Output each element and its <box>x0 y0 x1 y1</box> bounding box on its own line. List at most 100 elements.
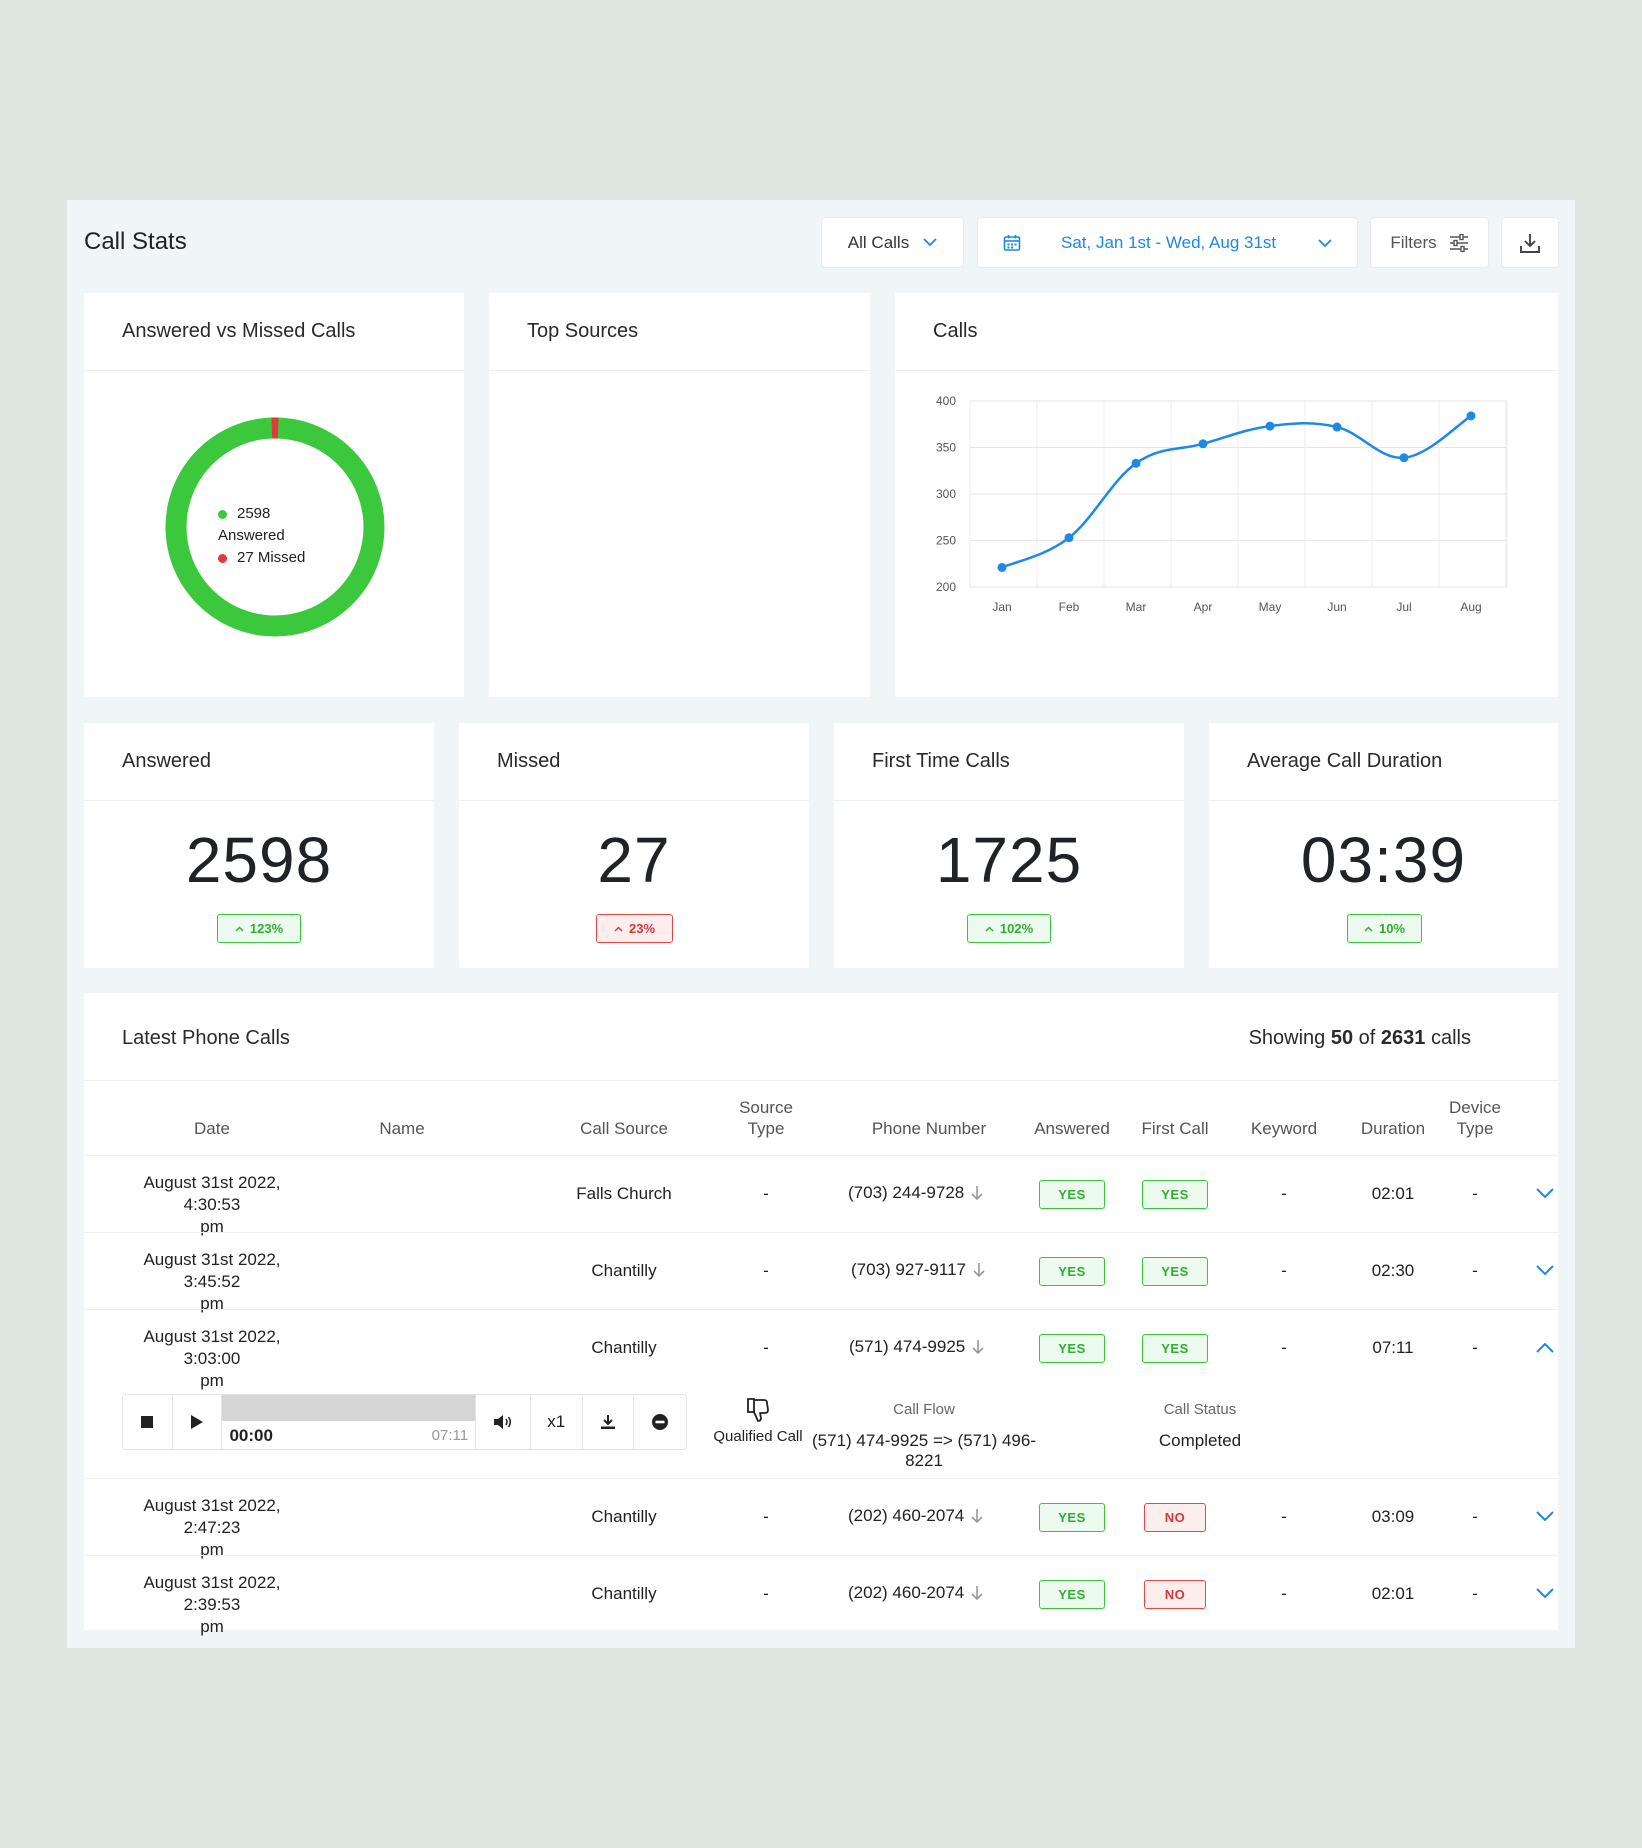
table-row[interactable]: August 31st 2022, 2:39:53 pm Chantilly - … <box>84 1556 1558 1636</box>
latest-calls-card: Latest Phone Calls Showing 50 of 2631 ca… <box>84 993 1558 1636</box>
divider <box>84 1555 1558 1556</box>
date-line1: August 31st 2022, 3:45:52 <box>143 1250 281 1291</box>
calendar-icon <box>1003 235 1021 251</box>
arrow-down-icon <box>971 1509 983 1524</box>
expand-chevron-down-icon[interactable] <box>1536 1588 1554 1599</box>
download-button[interactable] <box>1501 217 1559 268</box>
date-line1: August 31st 2022, 4:30:53 <box>143 1173 281 1214</box>
cell-date: August 31st 2022, 2:47:23 pm <box>122 1495 302 1561</box>
arrow-down-icon <box>973 1263 985 1278</box>
volume-button[interactable] <box>476 1395 531 1449</box>
col-source-type-line2: Type <box>747 1119 785 1138</box>
cell-device-type: - <box>1472 1184 1478 1203</box>
table-row[interactable]: August 31st 2022, 4:30:53 pm Falls Church… <box>84 1156 1558 1236</box>
table-row[interactable]: August 31st 2022, 3:45:52 pm Chantilly - … <box>84 1233 1558 1313</box>
cell-call-source: Chantilly <box>591 1261 657 1280</box>
data-point[interactable] <box>1198 439 1208 449</box>
calls-line-chart: 400 350 300 250 200 Jan Feb Mar Apr May Jun Jul Aug <box>936 394 1508 614</box>
x-tick-label: Feb <box>1059 600 1080 614</box>
col-source-type[interactable]: Source Type <box>716 1097 816 1139</box>
cell-date: August 31st 2022, 4:30:53 pm <box>122 1172 302 1238</box>
call-status-value: Completed <box>1158 1431 1242 1450</box>
cell-device-type: - <box>1472 1261 1478 1280</box>
card-title: Calls <box>895 293 1558 371</box>
showing-total: 2631 <box>1380 1027 1426 1049</box>
all-calls-label: All Calls <box>847 232 910 252</box>
download-recording-button[interactable] <box>583 1395 635 1449</box>
current-time: 00:00 <box>229 1426 273 1445</box>
col-name[interactable]: Name <box>379 1119 425 1138</box>
cell-phone-number: (202) 460-2074 <box>848 1583 984 1603</box>
arrow-down-icon <box>971 1186 983 1201</box>
date-line1: August 31st 2022, 2:47:23 <box>143 1496 281 1537</box>
stat-change-badge: 123% <box>217 914 301 943</box>
x-tick-label: Aug <box>1460 600 1481 614</box>
table-row[interactable]: August 31st 2022, 2:47:23 pm Chantilly - … <box>84 1479 1558 1559</box>
cell-phone-number: (703) 244-9728 <box>848 1183 984 1203</box>
caret-up-icon <box>614 926 623 931</box>
filters-button[interactable]: Filters <box>1370 217 1489 268</box>
caret-up-icon <box>235 926 244 931</box>
cell-keyword: - <box>1281 1338 1287 1357</box>
playback-speed-button[interactable]: x1 <box>531 1395 583 1449</box>
cell-duration: 02:30 <box>1371 1261 1415 1280</box>
date-line2: pm <box>200 1217 224 1236</box>
qualified-call-toggle[interactable]: Qualified Call <box>703 1397 813 1445</box>
stat-change-value: 10% <box>1378 921 1406 936</box>
data-point[interactable] <box>997 562 1007 572</box>
col-first-call[interactable]: First Call <box>1141 1119 1209 1138</box>
phone-value: (202) 460-2074 <box>848 1506 965 1525</box>
first-call-badge: YES <box>1142 1180 1208 1209</box>
stat-card-missed: Missed 27 23% <box>459 723 809 968</box>
collapse-chevron-up-icon[interactable] <box>1536 1342 1554 1353</box>
qualified-call-label: Qualified Call <box>713 1428 803 1445</box>
showing-count: Showing 50 of 2631 calls <box>1249 1027 1471 1050</box>
showing-of: of <box>1358 1027 1376 1049</box>
caret-up-icon <box>1364 926 1373 931</box>
expand-chevron-down-icon[interactable] <box>1536 1188 1554 1199</box>
answered-badge: YES <box>1039 1503 1105 1532</box>
divider <box>84 1309 1558 1310</box>
date-range-picker[interactable]: Sat, Jan 1st - Wed, Aug 31st <box>977 217 1358 268</box>
date-range-label: Sat, Jan 1st - Wed, Aug 31st <box>1061 232 1277 252</box>
data-point[interactable] <box>1332 422 1342 432</box>
data-point[interactable] <box>1399 453 1409 463</box>
progress-track <box>222 1395 476 1421</box>
col-answered[interactable]: Answered <box>1034 1119 1110 1138</box>
data-point[interactable] <box>1466 411 1476 421</box>
remove-recording-button[interactable] <box>634 1395 686 1449</box>
stat-value: 1725 <box>935 824 1083 896</box>
cell-device-type: - <box>1472 1584 1478 1603</box>
stat-label: Average Call Duration <box>1209 723 1558 801</box>
col-device-type[interactable]: Device Type <box>1435 1097 1515 1139</box>
col-date[interactable]: Date <box>194 1119 230 1138</box>
stat-label: Missed <box>459 723 809 801</box>
call-status-label: Call Status <box>1163 1401 1237 1418</box>
data-point[interactable] <box>1131 458 1141 468</box>
all-calls-dropdown[interactable]: All Calls <box>821 217 964 268</box>
play-button[interactable] <box>173 1395 223 1449</box>
col-duration[interactable]: Duration <box>1360 1119 1426 1138</box>
col-phone-number[interactable]: Phone Number <box>871 1119 987 1138</box>
date-line2: pm <box>200 1371 224 1390</box>
expand-chevron-down-icon[interactable] <box>1536 1511 1554 1522</box>
answered-badge: YES <box>1039 1257 1105 1286</box>
data-point[interactable] <box>1064 533 1074 543</box>
first-call-badge: NO <box>1144 1503 1206 1532</box>
top-sources-card: Top Sources <box>489 293 870 697</box>
phone-value: (703) 927-9117 <box>851 1260 966 1279</box>
playback-progress[interactable]: 00:00 07:11 <box>222 1395 477 1449</box>
col-keyword[interactable]: Keyword <box>1250 1119 1318 1138</box>
table-row-expanded[interactable]: August 31st 2022, 3:03:00 pm Chantilly - … <box>84 1310 1558 1478</box>
col-call-source[interactable]: Call Source <box>580 1119 668 1138</box>
call-flow-label: Call Flow <box>893 1401 955 1418</box>
stat-change-value: 123% <box>249 921 284 936</box>
phone-value: (202) 460-2074 <box>848 1583 965 1602</box>
cell-duration: 02:01 <box>1371 1584 1415 1603</box>
stop-button[interactable] <box>123 1395 173 1449</box>
data-point[interactable] <box>1265 421 1275 431</box>
expand-chevron-down-icon[interactable] <box>1536 1265 1554 1276</box>
legend-answered: 2598 <box>218 503 305 525</box>
showing-page-count: 50 <box>1330 1027 1354 1049</box>
cell-source-type: - <box>763 1338 769 1357</box>
